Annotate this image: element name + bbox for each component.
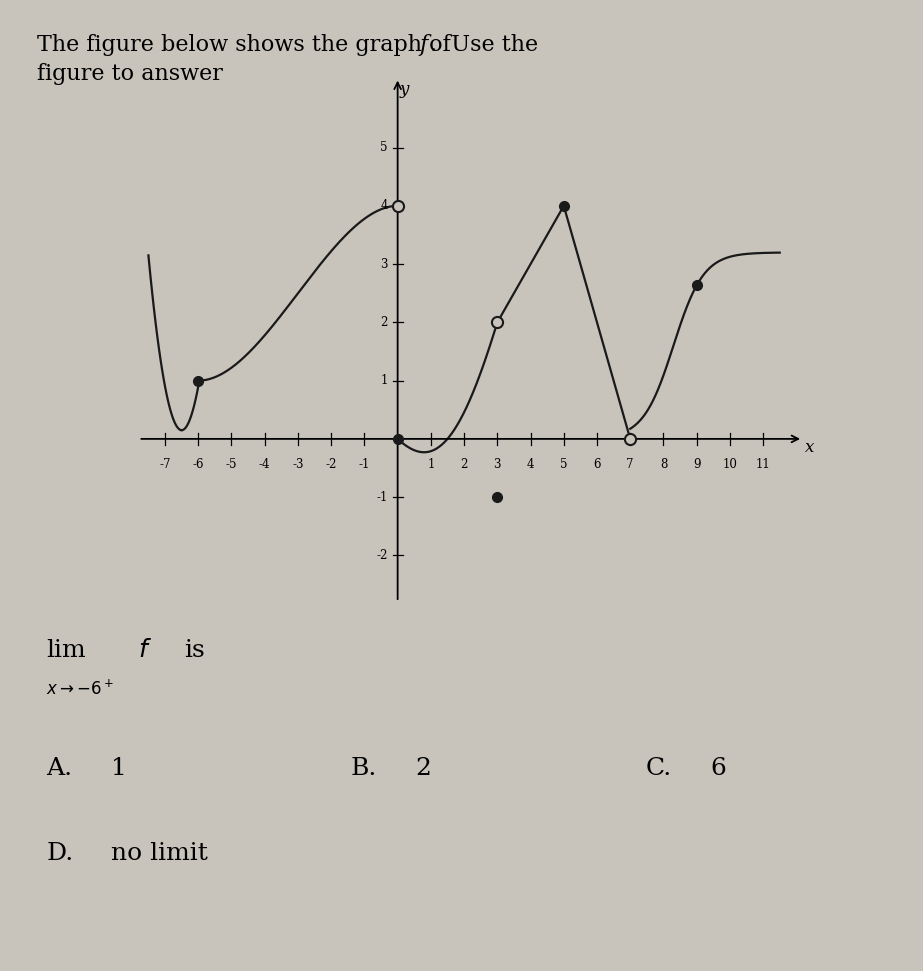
Text: 9: 9	[693, 457, 701, 471]
Text: 4: 4	[380, 199, 388, 213]
Text: 1: 1	[111, 757, 126, 780]
Text: B.: B.	[351, 757, 378, 780]
Text: -2: -2	[326, 457, 337, 471]
Text: -6: -6	[193, 457, 204, 471]
Text: 1: 1	[380, 374, 388, 387]
Text: $f$: $f$	[138, 639, 152, 662]
Text: figure to answer: figure to answer	[37, 63, 222, 85]
Text: A.: A.	[46, 757, 72, 780]
Text: D.: D.	[46, 842, 74, 865]
Text: no limit: no limit	[111, 842, 208, 865]
Text: -2: -2	[377, 549, 388, 562]
Text: 3: 3	[380, 257, 388, 271]
Text: -7: -7	[160, 457, 171, 471]
Text: 3: 3	[494, 457, 501, 471]
Text: $x{\rightarrow}{-6}^+$: $x{\rightarrow}{-6}^+$	[46, 680, 114, 699]
Text: 8: 8	[660, 457, 667, 471]
Text: f: f	[419, 34, 427, 56]
Text: lim: lim	[46, 639, 86, 662]
Text: -4: -4	[259, 457, 270, 471]
Text: -1: -1	[377, 490, 388, 504]
Text: 6: 6	[593, 457, 601, 471]
Text: The figure below shows the graph of: The figure below shows the graph of	[37, 34, 458, 56]
Text: y: y	[400, 81, 409, 98]
Text: C.: C.	[646, 757, 672, 780]
Text: -5: -5	[226, 457, 237, 471]
Text: 5: 5	[380, 141, 388, 154]
Text: .  Use the: . Use the	[429, 34, 538, 56]
Text: -3: -3	[293, 457, 304, 471]
Text: 2: 2	[461, 457, 468, 471]
Text: 1: 1	[427, 457, 435, 471]
Text: 4: 4	[527, 457, 534, 471]
Text: x: x	[805, 439, 814, 456]
Text: 5: 5	[560, 457, 568, 471]
Text: 6: 6	[711, 757, 726, 780]
Text: is: is	[185, 639, 205, 662]
Text: 7: 7	[627, 457, 634, 471]
Text: 2: 2	[415, 757, 431, 780]
Text: 10: 10	[723, 457, 737, 471]
Text: 11: 11	[756, 457, 771, 471]
Text: -1: -1	[359, 457, 370, 471]
Text: 2: 2	[380, 316, 388, 329]
